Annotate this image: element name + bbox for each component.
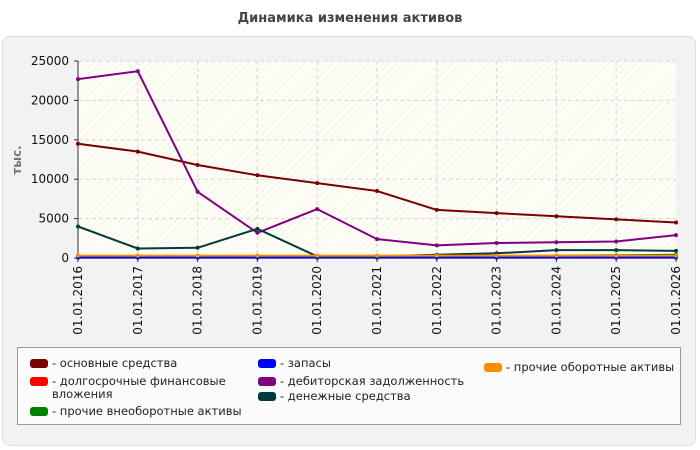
y-tick-label: 5000 [38, 212, 69, 226]
data-point [434, 207, 439, 212]
chart-title: Динамика изменения активов [237, 11, 463, 26]
y-tick-label: 10000 [31, 172, 69, 186]
y-tick-label: 20000 [31, 93, 69, 107]
legend-item: - прочие внеоборотные активы [30, 405, 242, 418]
legend-swatch [258, 359, 276, 368]
data-point [76, 224, 80, 229]
data-point [375, 237, 379, 242]
data-point [195, 245, 200, 250]
data-point [255, 253, 260, 258]
data-point [674, 220, 678, 225]
legend-label: - запасы [280, 356, 331, 370]
data-point [494, 253, 499, 258]
data-point [76, 77, 80, 82]
data-point [255, 230, 260, 235]
legend-label: - прочие оборотные активы [506, 360, 675, 374]
data-point [674, 253, 678, 258]
legend-label: - денежные средства [280, 389, 411, 403]
legend-item: - долгосрочные финансовые вложения [30, 375, 240, 401]
data-point [375, 253, 379, 258]
legend-item: - денежные средства [258, 390, 411, 403]
data-point [135, 69, 140, 74]
legend-label: - дебиторская задолженность [280, 374, 465, 388]
x-tick-label: 01.01.2024 [549, 266, 563, 335]
x-tick-label: 01.01.2026 [669, 266, 683, 335]
data-point [195, 253, 200, 258]
x-tick-label: 01.01.2021 [370, 266, 384, 335]
legend-label: - основные средства [52, 356, 178, 370]
x-tick-label: 01.01.2022 [430, 266, 444, 335]
data-point [554, 214, 559, 219]
data-point [554, 253, 559, 258]
data-point [434, 243, 439, 248]
x-tick-label: 01.01.2017 [131, 266, 145, 335]
legend-swatch [258, 377, 276, 386]
legend-swatch [30, 407, 48, 416]
data-point [614, 239, 619, 244]
legend-swatch [484, 363, 502, 372]
data-point [375, 189, 379, 194]
data-point [494, 211, 499, 216]
data-point [195, 163, 200, 168]
x-tick-label: 01.01.2019 [250, 266, 264, 335]
data-point [554, 248, 559, 253]
chart-legend: - основные средства - долгосрочные финанс… [17, 347, 681, 425]
data-point [614, 248, 619, 253]
legend-item: - дебиторская задолженность [258, 375, 464, 388]
x-tick-label: 01.01.2020 [310, 266, 324, 335]
data-point [434, 253, 439, 258]
legend-swatch [30, 359, 48, 368]
data-point [76, 253, 80, 258]
legend-swatch [258, 392, 276, 401]
y-tick-label: 15000 [31, 133, 69, 147]
x-tick-label: 01.01.2016 [71, 266, 85, 335]
x-tick-label: 01.01.2023 [490, 266, 504, 335]
legend-item: - основные средства [30, 357, 177, 370]
data-point [315, 253, 320, 258]
data-point [76, 141, 80, 146]
y-tick-label: 25000 [31, 54, 69, 68]
x-tick-label: 01.01.2025 [609, 266, 623, 335]
legend-item: - прочие оборотные активы [484, 361, 674, 374]
data-point [614, 253, 619, 258]
x-tick-label: 01.01.2018 [191, 266, 205, 335]
data-point [614, 217, 619, 222]
data-point [255, 173, 260, 178]
data-point [554, 240, 559, 245]
data-point [255, 226, 260, 231]
data-point [674, 248, 678, 253]
legend-item: - запасы [258, 357, 331, 370]
data-point [135, 149, 140, 154]
data-point [494, 241, 499, 246]
data-point [315, 207, 320, 212]
data-point [195, 189, 200, 194]
data-point [674, 233, 678, 238]
legend-label: - долгосрочные финансовые вложения [52, 374, 226, 401]
y-tick-label: 0 [61, 251, 69, 265]
legend-label: - прочие внеоборотные активы [52, 404, 242, 418]
data-point [135, 246, 140, 251]
data-point [135, 253, 140, 258]
data-point [315, 181, 320, 186]
y-axis-label: тыс. [10, 145, 24, 174]
legend-swatch [30, 377, 48, 386]
